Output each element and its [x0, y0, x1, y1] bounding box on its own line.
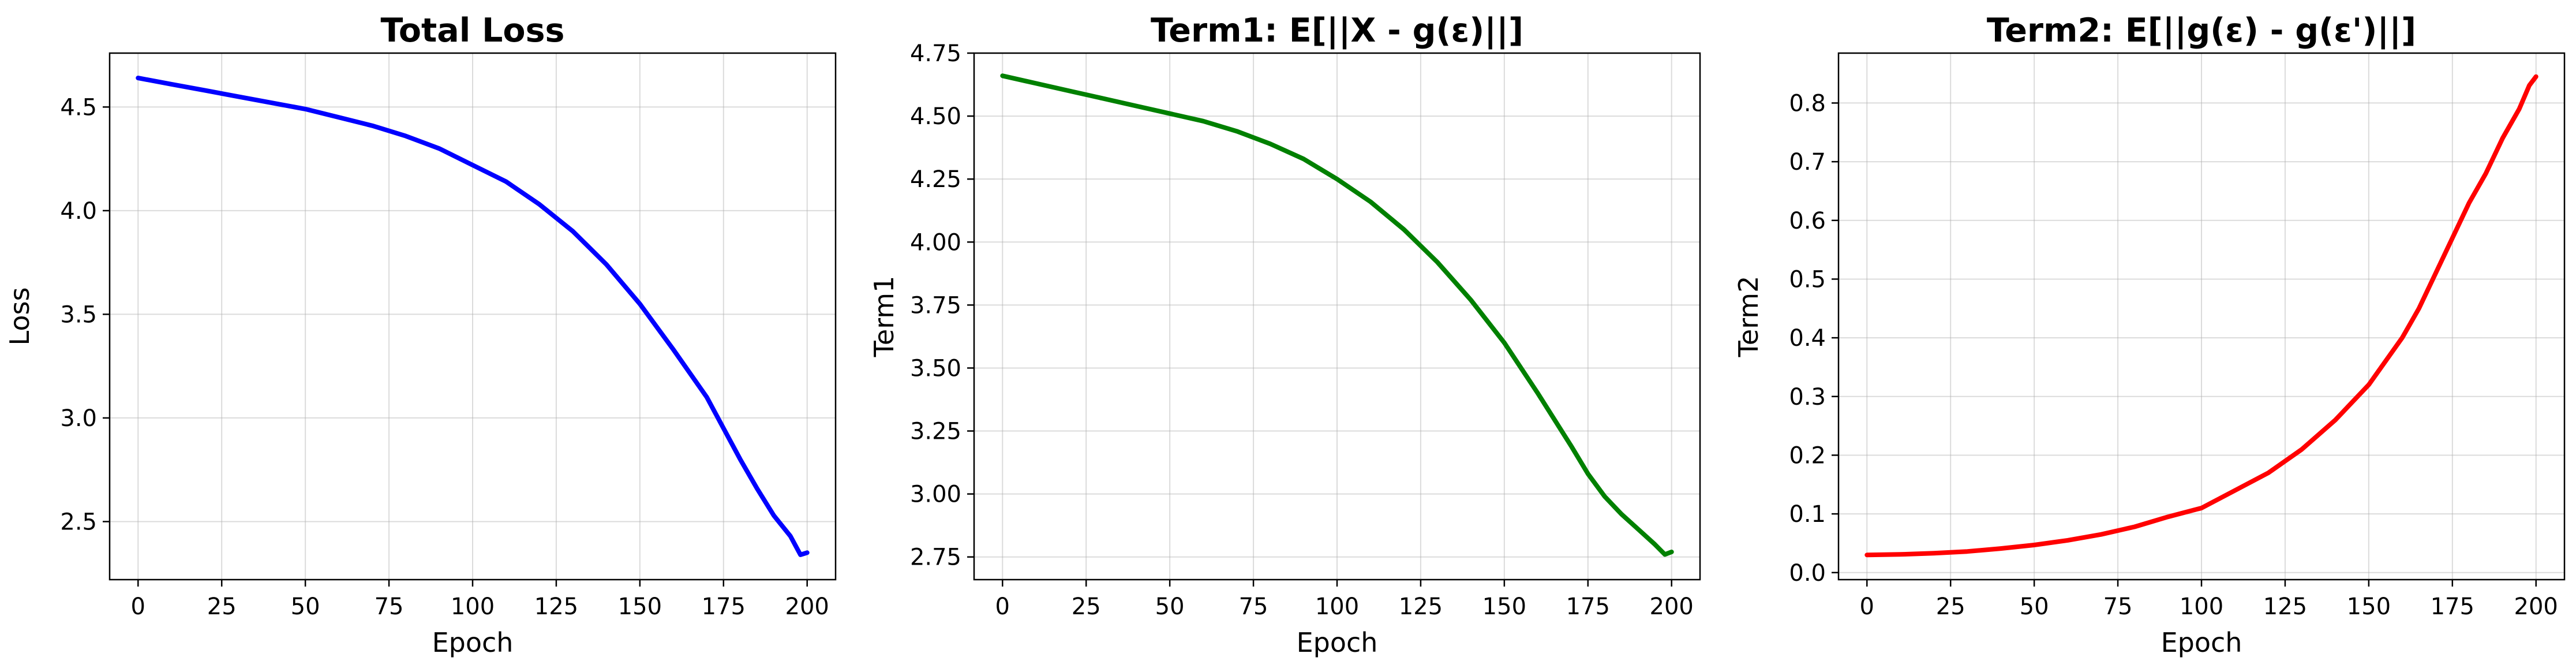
y-tick-label: 0.5 [1789, 266, 1826, 293]
y-tick-label: 0.0 [1789, 560, 1826, 587]
chart-panel-1: 0 25 50 75 100 125 150 175 200 2.5 3.0 3.5 4.0 4.5 Tot… [4, 12, 837, 658]
x-tick-label: 175 [2431, 593, 2474, 620]
x-tick-label: 200 [1650, 593, 1694, 620]
y-axis-label: Loss [4, 288, 35, 346]
y-tick-label: 0.7 [1789, 149, 1826, 176]
y-tick-label: 4.00 [910, 229, 961, 256]
x-tick-label: 100 [2180, 593, 2223, 620]
x-tick-label: 25 [207, 593, 237, 620]
y-tick-label: 4.5 [60, 94, 97, 121]
x-tick-label: 100 [451, 593, 495, 620]
y-tick-label: 0.1 [1789, 501, 1826, 528]
x-tick-label: 75 [1239, 593, 1268, 620]
y-tick-label: 4.0 [60, 198, 97, 225]
x-tick-label: 200 [2514, 593, 2558, 620]
x-tick-label: 25 [1072, 593, 1101, 620]
x-tick-label: 75 [375, 593, 404, 620]
y-tick-label: 2.75 [910, 544, 961, 571]
series-line-1 [1864, 74, 2538, 558]
y-axis-label: Term2 [1733, 276, 1764, 358]
y-tick-label: 4.25 [910, 166, 961, 193]
x-tick-label: 125 [534, 593, 578, 620]
y-tick-label: 3.75 [910, 292, 961, 319]
y-tick-label: 3.25 [910, 419, 961, 445]
x-tick-label: 150 [2347, 593, 2391, 620]
x-tick-label: 75 [2103, 593, 2133, 620]
chart-panel-2: 0 25 50 75 100 125 150 175 200 2.75 3.00 3.25 3.50 3.… [868, 12, 1701, 658]
y-tick-label: 0.6 [1789, 208, 1826, 234]
series-line-1 [136, 76, 810, 557]
x-tick-label: 25 [1936, 593, 1965, 620]
x-tick-label: 125 [1399, 593, 1443, 620]
x-tick-label: 200 [785, 593, 829, 620]
y-tick-label: 3.5 [60, 301, 97, 328]
y-tick-label: 3.50 [910, 355, 961, 382]
x-tick-label: 50 [2020, 593, 2049, 620]
y-tick-label: 3.00 [910, 481, 961, 508]
y-tick-label: 0.3 [1789, 384, 1826, 410]
series-line-1 [1000, 73, 1674, 557]
y-tick-label: 4.50 [910, 103, 961, 130]
x-tick-label: 50 [1155, 593, 1185, 620]
x-axis-label: Epoch [2161, 627, 2242, 658]
x-tick-label: 175 [702, 593, 746, 620]
y-tick-label: 0.4 [1789, 325, 1826, 352]
y-tick-label: 0.8 [1789, 90, 1826, 117]
x-axis-label: Epoch [432, 627, 514, 658]
x-tick-label: 125 [2263, 593, 2307, 620]
x-tick-label: 0 [995, 593, 1010, 620]
y-tick-label: 3.0 [60, 405, 97, 432]
y-tick-label: 0.2 [1789, 442, 1826, 469]
x-tick-label: 100 [1315, 593, 1359, 620]
x-axis-label: Epoch [1297, 627, 1378, 658]
y-tick-label: 4.75 [910, 40, 961, 67]
x-tick-label: 0 [131, 593, 145, 620]
y-tick-label: 2.5 [60, 509, 97, 535]
x-tick-label: 0 [1860, 593, 1874, 620]
x-tick-label: 150 [618, 593, 662, 620]
chart-panel-3: 0 25 50 75 100 125 150 175 200 0.0 0.1 0.2 0.3 0.4 0.5… [1733, 12, 2566, 658]
chart-title: Term2: E[||g(ε) - g(ε')||] [1987, 12, 2416, 50]
x-tick-label: 175 [1566, 593, 1610, 620]
y-axis-label: Term1 [868, 276, 900, 358]
chart-title: Total Loss [381, 12, 565, 50]
chart-title: Term1: E[||X - g(ε)||] [1151, 12, 1523, 50]
x-tick-label: 50 [291, 593, 320, 620]
x-tick-label: 150 [1482, 593, 1526, 620]
